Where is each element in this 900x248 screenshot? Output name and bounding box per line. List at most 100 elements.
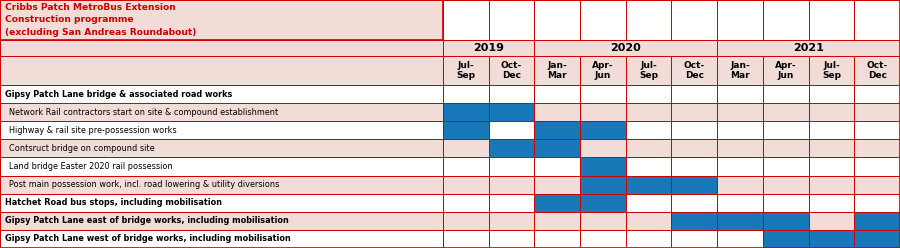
Bar	[580, 212, 626, 230]
Bar	[580, 139, 626, 157]
Bar	[717, 40, 900, 56]
Bar	[443, 194, 489, 212]
Bar	[0, 56, 443, 85]
Bar	[443, 212, 489, 230]
Bar	[580, 85, 626, 103]
Bar	[671, 230, 717, 248]
Text: Land bridge Easter 2020 rail possession: Land bridge Easter 2020 rail possession	[9, 162, 173, 171]
Text: Jan-
Mar: Jan- Mar	[547, 61, 567, 80]
Bar	[671, 157, 717, 176]
Bar	[535, 157, 580, 176]
Bar	[626, 85, 671, 103]
Bar	[717, 56, 763, 85]
Bar	[580, 121, 626, 139]
Bar	[808, 230, 854, 248]
Bar	[717, 194, 763, 212]
Text: 2020: 2020	[610, 43, 641, 53]
Bar	[626, 103, 671, 121]
Bar	[626, 56, 671, 85]
Bar	[535, 85, 580, 103]
Text: 2021: 2021	[793, 43, 824, 53]
Bar	[0, 230, 443, 248]
Bar	[717, 176, 763, 194]
Bar	[443, 157, 489, 176]
Bar	[763, 176, 808, 194]
Text: Post main possession work, incl. road lowering & utility diversions: Post main possession work, incl. road lo…	[9, 180, 279, 189]
Text: Apr-
Jun: Apr- Jun	[775, 61, 796, 80]
Bar	[717, 157, 763, 176]
Text: Gipsy Patch Lane bridge & associated road works: Gipsy Patch Lane bridge & associated roa…	[5, 90, 233, 99]
Bar	[443, 0, 489, 40]
Text: Oct-
Dec: Oct- Dec	[684, 61, 705, 80]
Bar	[580, 56, 626, 85]
Bar	[808, 194, 854, 212]
Bar	[489, 0, 535, 40]
Bar	[443, 103, 489, 121]
Text: Gipsy Patch Lane west of bridge works, including mobilisation: Gipsy Patch Lane west of bridge works, i…	[5, 234, 291, 244]
Bar	[0, 0, 443, 40]
Text: Highway & rail site pre-possession works: Highway & rail site pre-possession works	[9, 126, 176, 135]
Bar	[854, 103, 900, 121]
Bar	[0, 40, 443, 56]
Bar	[763, 56, 808, 85]
Bar	[626, 139, 671, 157]
Bar	[443, 40, 535, 56]
Bar	[489, 194, 535, 212]
Bar	[489, 212, 535, 230]
Bar	[489, 121, 535, 139]
Bar	[671, 139, 717, 157]
Bar	[489, 139, 535, 157]
Bar	[671, 103, 717, 121]
Bar	[0, 121, 443, 139]
Bar	[808, 139, 854, 157]
Text: Cribbs Patch MetroBus Extension
Construction programme
(excluding San Andreas Ro: Cribbs Patch MetroBus Extension Construc…	[5, 3, 197, 37]
Text: Apr-
Jun: Apr- Jun	[592, 61, 614, 80]
Text: Gipsy Patch Lane east of bridge works, including mobilisation: Gipsy Patch Lane east of bridge works, i…	[5, 216, 289, 225]
Bar	[671, 56, 717, 85]
Bar	[580, 157, 626, 176]
Bar	[808, 157, 854, 176]
Bar	[763, 121, 808, 139]
Bar	[535, 194, 580, 212]
Bar	[717, 212, 763, 230]
Bar	[443, 176, 489, 194]
Bar	[763, 194, 808, 212]
Bar	[717, 85, 763, 103]
Bar	[626, 230, 671, 248]
Bar	[717, 230, 763, 248]
Bar	[854, 85, 900, 103]
Bar	[443, 85, 489, 103]
Bar	[0, 103, 443, 121]
Bar	[489, 230, 535, 248]
Bar	[763, 139, 808, 157]
Bar	[671, 85, 717, 103]
Bar	[763, 230, 808, 248]
Bar	[535, 212, 580, 230]
Bar	[535, 121, 580, 139]
Text: Jul-
Sep: Jul- Sep	[822, 61, 841, 80]
Bar	[626, 212, 671, 230]
Bar	[580, 0, 626, 40]
Bar	[717, 103, 763, 121]
Bar	[671, 194, 717, 212]
Bar	[580, 103, 626, 121]
Bar	[535, 0, 580, 40]
Text: Oct-
Dec: Oct- Dec	[500, 61, 522, 80]
Bar	[626, 194, 671, 212]
Bar	[671, 212, 717, 230]
Bar	[489, 157, 535, 176]
Text: Jul-
Sep: Jul- Sep	[456, 61, 475, 80]
Bar	[580, 230, 626, 248]
Bar	[0, 194, 443, 212]
Bar	[535, 230, 580, 248]
Bar	[854, 194, 900, 212]
Bar	[489, 56, 535, 85]
Bar	[808, 0, 854, 40]
Text: 2019: 2019	[473, 43, 504, 53]
Bar	[763, 212, 808, 230]
Bar	[763, 85, 808, 103]
Bar	[443, 139, 489, 157]
Bar	[854, 157, 900, 176]
Bar	[808, 176, 854, 194]
Bar	[580, 194, 626, 212]
